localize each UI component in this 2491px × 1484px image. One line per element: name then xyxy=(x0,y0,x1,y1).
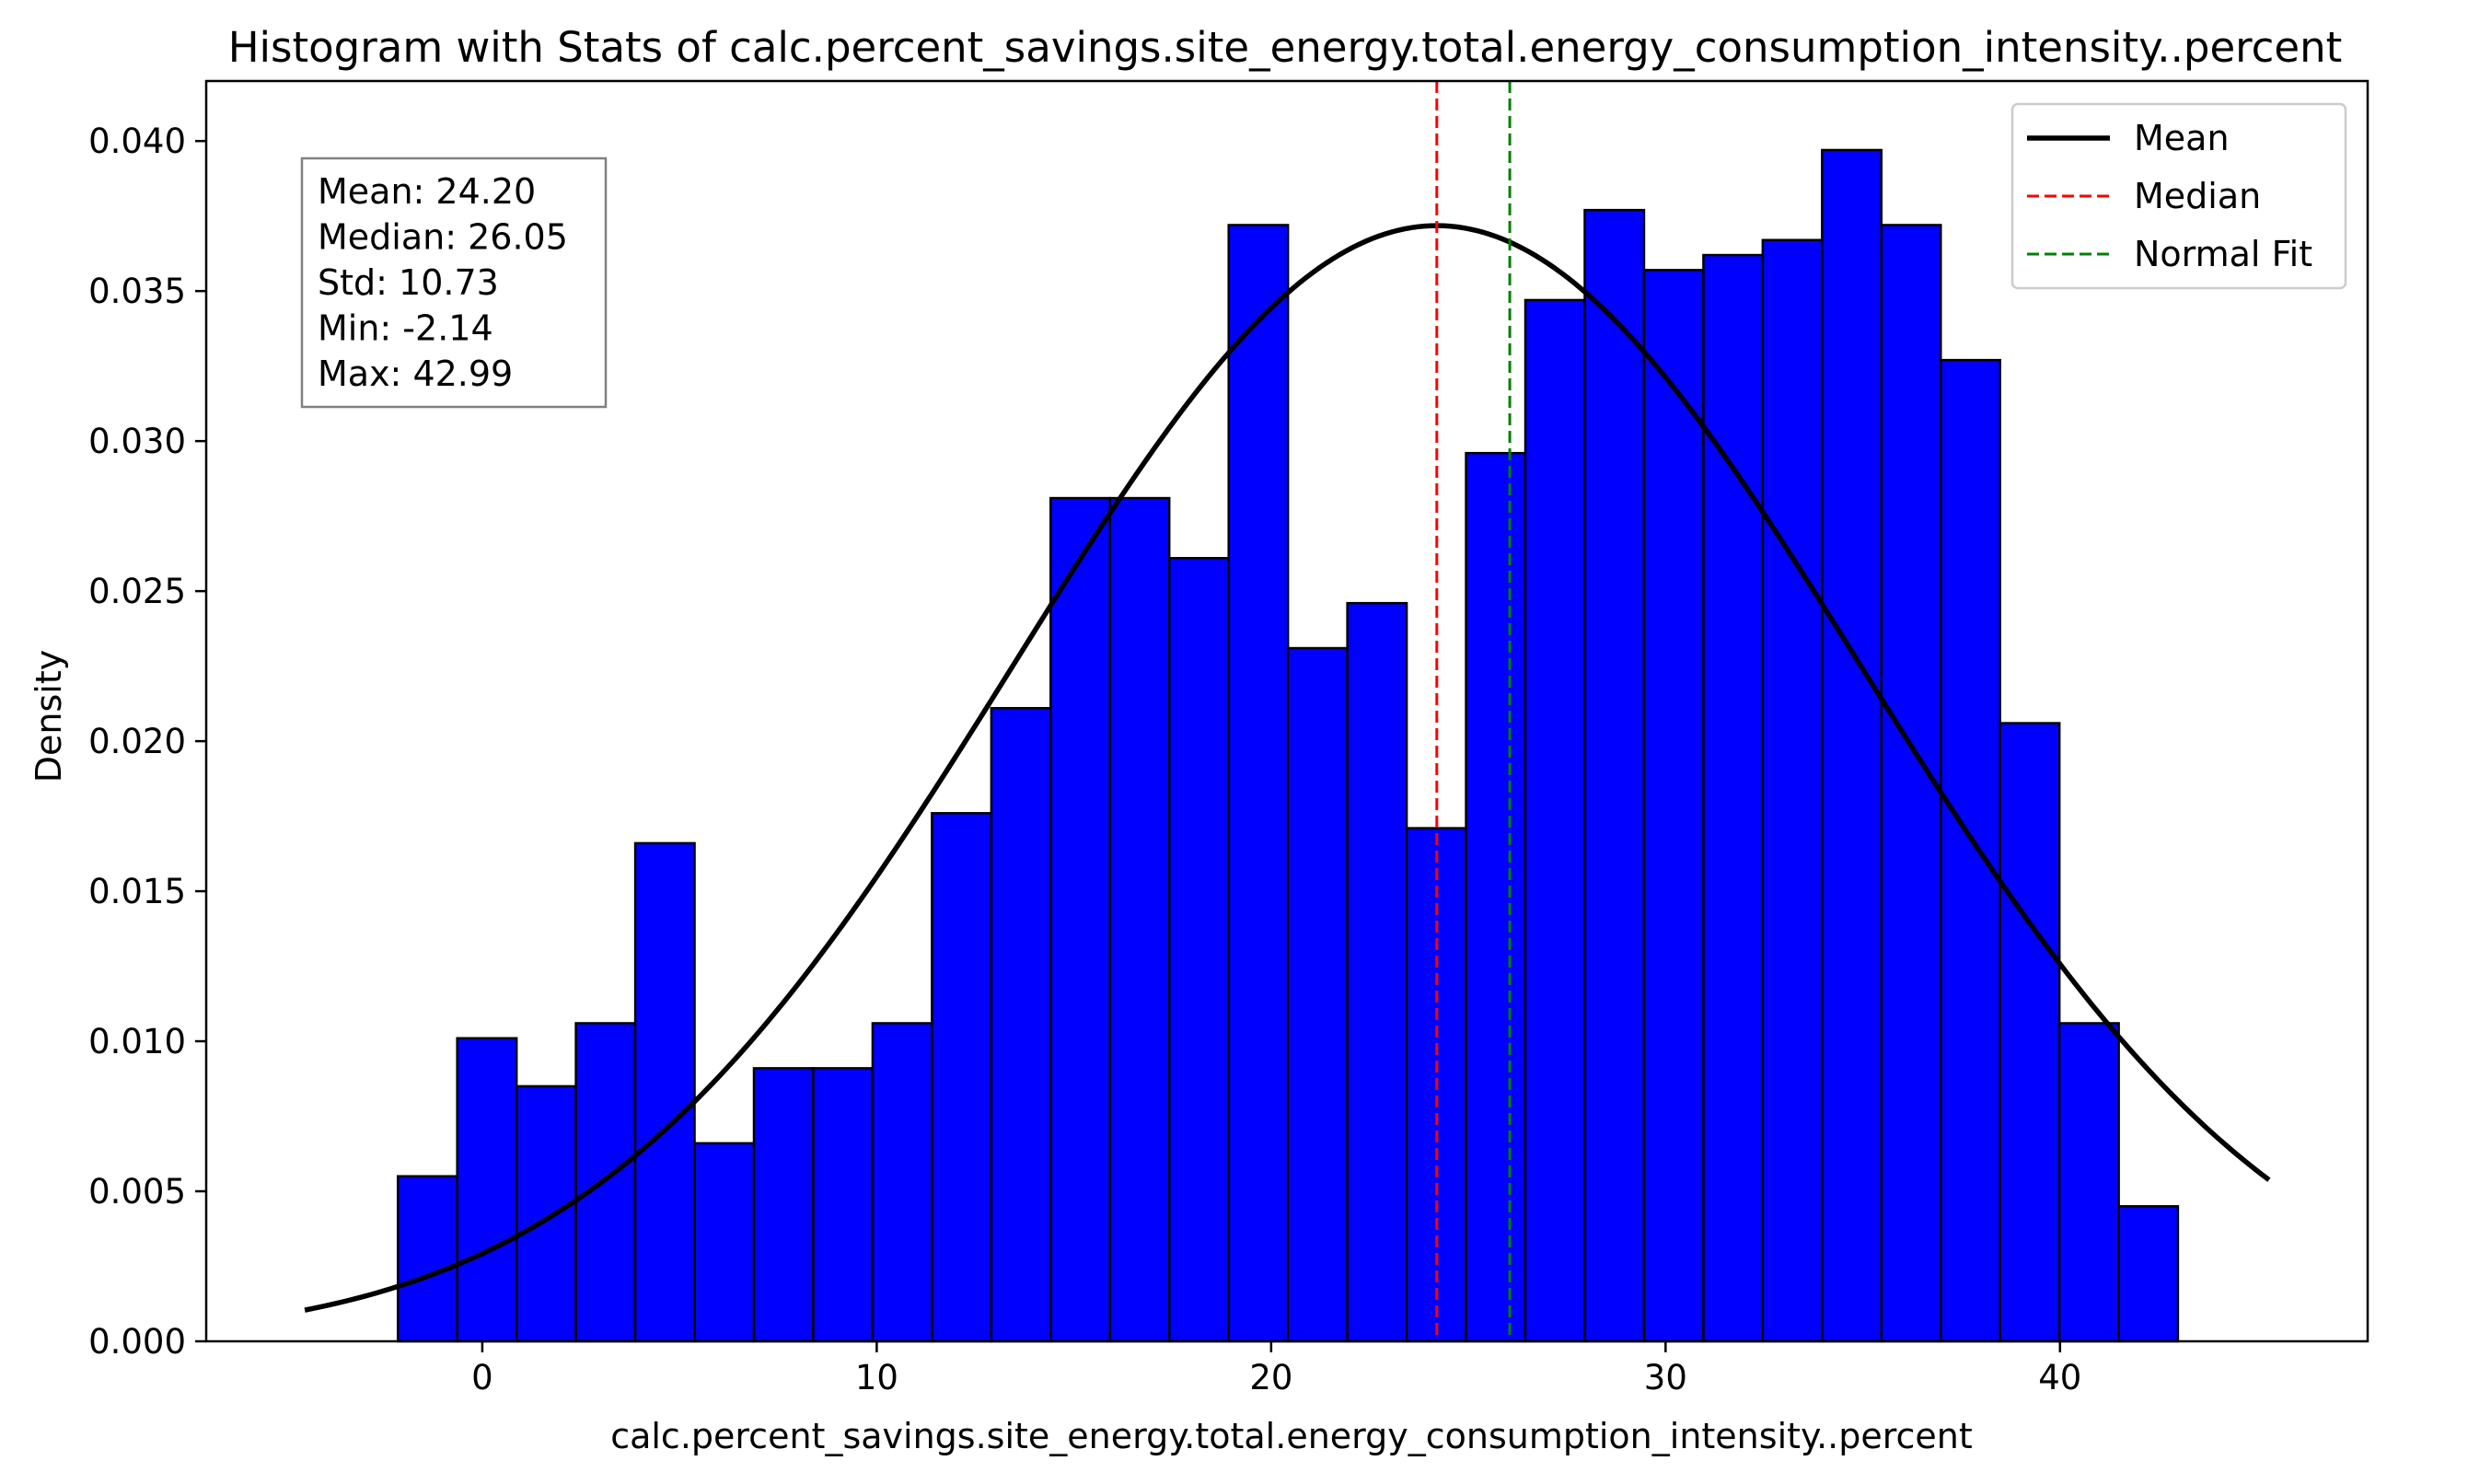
x-axis-ticks: 0 10 20 30 40 xyxy=(471,1341,2081,1397)
normal-fit-curve xyxy=(304,223,2271,1313)
legend-entry: Normal Fit xyxy=(2134,234,2312,274)
stats-line: Min: -2.14 xyxy=(318,308,493,349)
x-tick-label: 30 xyxy=(1644,1358,1687,1397)
x-tick-label: 10 xyxy=(855,1358,898,1397)
histogram-bar xyxy=(752,1067,815,1343)
histogram-bar xyxy=(456,1037,518,1343)
stats-line: Std: 10.73 xyxy=(318,262,499,303)
y-tick-label: 0.030 xyxy=(88,422,186,461)
y-tick-label: 0.020 xyxy=(88,722,186,761)
histogram-bar xyxy=(812,1067,875,1343)
histogram-bar xyxy=(1108,496,1171,1343)
legend-frame xyxy=(2010,102,2347,290)
legend: Mean Median Normal Fit xyxy=(2010,102,2347,290)
normal-fit-layer xyxy=(304,223,2271,1313)
histogram-bar xyxy=(1999,722,2061,1343)
histogram-bar xyxy=(931,812,993,1343)
plot-area xyxy=(204,79,2369,1343)
histogram-bar xyxy=(1227,224,1290,1343)
y-tick-label: 0.005 xyxy=(88,1172,186,1212)
histogram-bar xyxy=(871,1022,933,1343)
histogram-bar xyxy=(1167,557,1230,1343)
histogram-bar xyxy=(1642,269,1705,1343)
y-axis-label: Density xyxy=(29,650,69,783)
reference-lines xyxy=(1435,81,1512,1341)
x-tick-label: 40 xyxy=(2038,1358,2081,1397)
histogram-bar xyxy=(1524,298,1586,1343)
histogram-bar xyxy=(2117,1205,2180,1343)
x-tick-label: 20 xyxy=(1249,1358,1292,1397)
histogram-bar xyxy=(515,1084,577,1343)
stats-line: Max: 42.99 xyxy=(318,354,513,394)
histogram-bar xyxy=(693,1142,756,1343)
histogram-bar xyxy=(1702,253,1765,1343)
histogram-bar xyxy=(990,706,1052,1343)
y-tick-label: 0.010 xyxy=(88,1022,186,1061)
histogram-bars xyxy=(396,148,2180,1343)
histogram-bar xyxy=(1821,148,1883,1343)
histogram-bar xyxy=(396,1175,458,1343)
y-tick-label: 0.000 xyxy=(88,1322,186,1362)
histogram-bar xyxy=(1940,358,2001,1343)
legend-entry: Mean xyxy=(2134,118,2230,158)
stats-line: Mean: 24.20 xyxy=(318,171,536,212)
stats-box-frame xyxy=(300,157,608,409)
chart-title: Histogram with Stats of calc.percent_sav… xyxy=(228,23,2343,72)
legend-entry: Median xyxy=(2134,176,2261,216)
histogram-bar xyxy=(1880,224,1942,1343)
y-tick-label: 0.035 xyxy=(88,272,186,311)
x-axis-label: calc.percent_savings.site_energy.total.e… xyxy=(610,1416,1973,1456)
stats-line: Median: 26.05 xyxy=(318,217,568,258)
histogram-bar xyxy=(633,841,696,1343)
histogram-bar xyxy=(1346,601,1408,1343)
histogram-bar xyxy=(1286,646,1349,1343)
x-tick-label: 0 xyxy=(471,1358,493,1397)
histogram-bar xyxy=(1761,238,1824,1343)
y-axis-ticks: 0.000 0.005 0.010 0.015 0.020 0.025 0.030 0.035… xyxy=(88,122,206,1362)
histogram-bar xyxy=(1049,496,1112,1343)
plot-frame xyxy=(204,79,2369,1343)
histogram-bar xyxy=(1583,208,1646,1343)
y-tick-label: 0.025 xyxy=(88,572,186,611)
histogram-bar xyxy=(1465,451,1527,1343)
histogram-bar xyxy=(2057,1022,2120,1343)
y-tick-label: 0.015 xyxy=(88,872,186,911)
y-tick-label: 0.040 xyxy=(88,122,186,161)
